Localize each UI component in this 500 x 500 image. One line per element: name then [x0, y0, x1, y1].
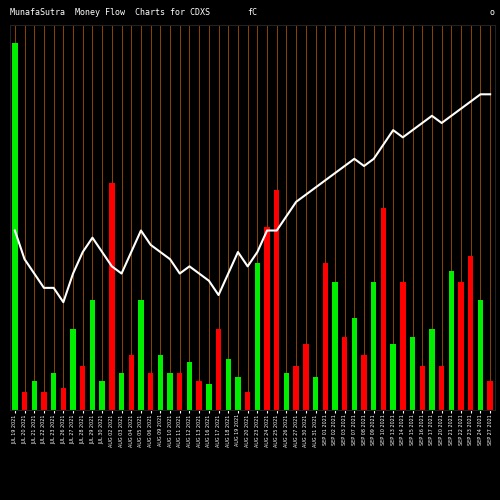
- Bar: [158, 355, 163, 410]
- Bar: [458, 282, 464, 410]
- Bar: [488, 380, 493, 410]
- Bar: [109, 182, 114, 410]
- Bar: [448, 270, 454, 410]
- Bar: [410, 336, 415, 410]
- Bar: [371, 282, 376, 410]
- Bar: [177, 374, 182, 410]
- Bar: [254, 264, 260, 410]
- Bar: [303, 344, 308, 410]
- Bar: [148, 374, 154, 410]
- Bar: [168, 374, 172, 410]
- Bar: [32, 380, 37, 410]
- Text: fC: fC: [248, 8, 258, 18]
- Bar: [284, 374, 289, 410]
- Bar: [22, 392, 27, 410]
- Bar: [322, 264, 328, 410]
- Bar: [478, 300, 483, 410]
- Bar: [468, 256, 473, 410]
- Bar: [100, 380, 105, 410]
- Text: o: o: [490, 8, 495, 18]
- Bar: [12, 44, 18, 410]
- Bar: [313, 377, 318, 410]
- Bar: [226, 358, 231, 410]
- Bar: [381, 208, 386, 410]
- Bar: [80, 366, 86, 410]
- Bar: [60, 388, 66, 410]
- Bar: [430, 330, 434, 410]
- Bar: [187, 362, 192, 410]
- Bar: [70, 330, 76, 410]
- Bar: [119, 374, 124, 410]
- Bar: [274, 190, 280, 410]
- Bar: [42, 392, 46, 410]
- Bar: [90, 300, 95, 410]
- Bar: [264, 226, 270, 410]
- Bar: [332, 282, 338, 410]
- Bar: [342, 336, 347, 410]
- Bar: [352, 318, 357, 410]
- Bar: [439, 366, 444, 410]
- Bar: [362, 355, 366, 410]
- Bar: [245, 392, 250, 410]
- Bar: [196, 380, 202, 410]
- Bar: [294, 366, 299, 410]
- Bar: [236, 377, 240, 410]
- Bar: [216, 330, 221, 410]
- Bar: [390, 344, 396, 410]
- Bar: [206, 384, 212, 410]
- Bar: [420, 366, 425, 410]
- Text: MunafaSutra  Money Flow  Charts for CDXS: MunafaSutra Money Flow Charts for CDXS: [10, 8, 210, 18]
- Bar: [51, 374, 57, 410]
- Bar: [400, 282, 406, 410]
- Bar: [138, 300, 143, 410]
- Bar: [128, 355, 134, 410]
